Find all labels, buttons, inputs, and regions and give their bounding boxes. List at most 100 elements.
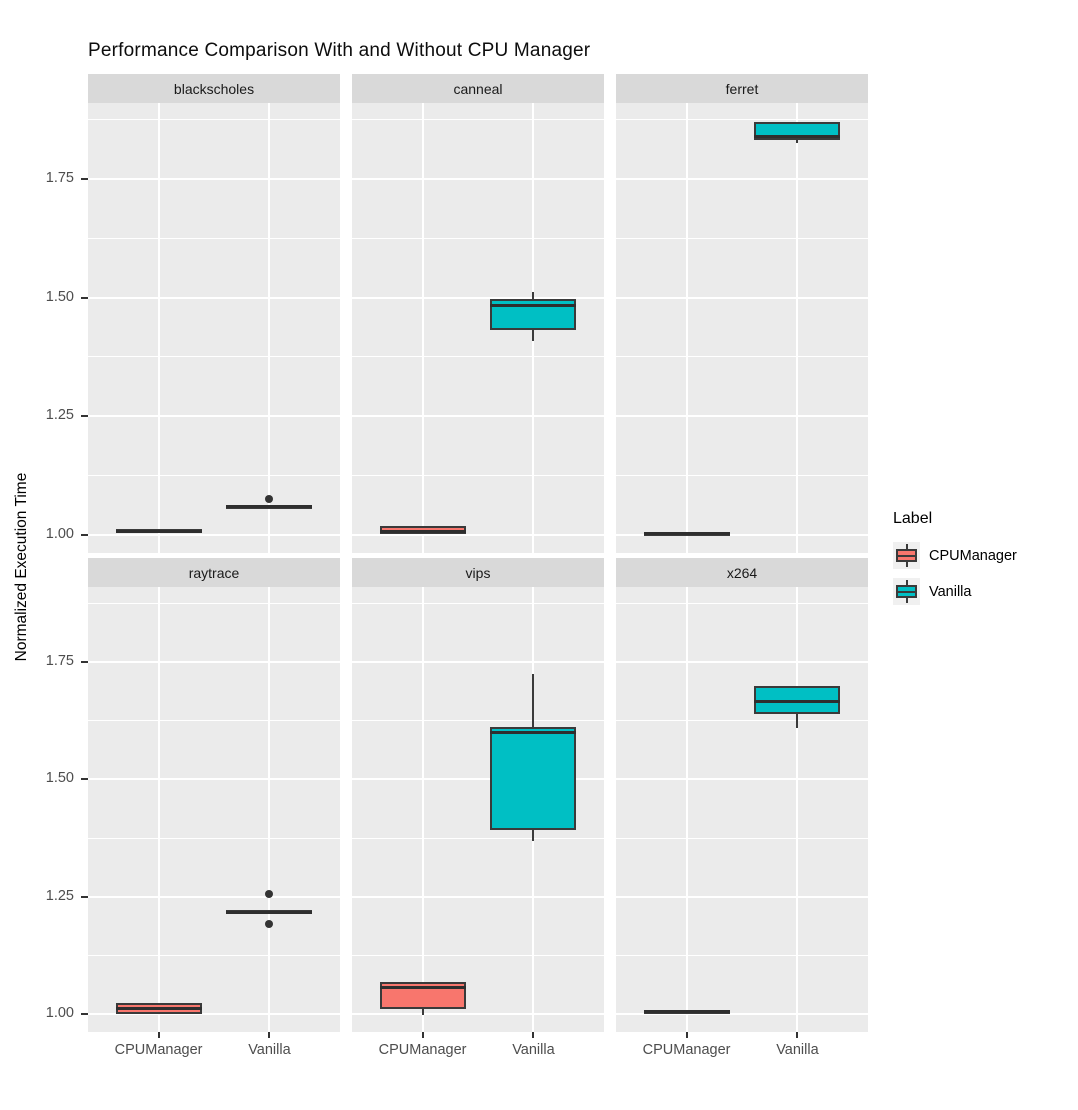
facet-strip-canneal: canneal	[352, 74, 604, 103]
gridline-minor	[616, 720, 868, 722]
facet-strip-vips: vips	[352, 558, 604, 587]
y-tick-mark	[81, 895, 88, 898]
gridline-major	[352, 778, 604, 781]
x-tick-label: Vanilla	[776, 1042, 819, 1058]
x-tick-label: CPUManager	[378, 1042, 467, 1058]
y-tick-mark	[81, 1013, 88, 1016]
gridline-major	[88, 778, 340, 781]
legend-title: Label	[893, 510, 933, 527]
gridline-major	[88, 415, 340, 418]
gridline-minor	[352, 475, 604, 477]
legend: Label CPUManager Vanilla	[893, 510, 1073, 614]
whisker-upper	[532, 292, 535, 300]
gridline-minor	[88, 475, 340, 477]
gridline-major	[352, 1013, 604, 1016]
legend-label: Vanilla	[929, 583, 972, 600]
facet-strip-x264: x264	[616, 558, 868, 587]
y-tick-mark	[81, 533, 88, 536]
gridline-major	[352, 895, 604, 898]
y-tick-mark	[81, 177, 88, 180]
gridline-minor	[88, 837, 340, 839]
gridline-major	[616, 1013, 868, 1016]
median-line	[490, 730, 577, 734]
median-line	[226, 504, 313, 508]
plot-title: Performance Comparison With and Without …	[88, 40, 591, 61]
x-tick-label: Vanilla	[248, 1042, 291, 1058]
outlier-point	[265, 920, 274, 929]
y-tick-label: 1.25	[45, 407, 74, 424]
key-median	[896, 554, 917, 557]
facet-strip-raytrace: raytrace	[88, 558, 340, 587]
gridline-minor	[616, 602, 868, 604]
gridline-vertical	[796, 587, 799, 1032]
gridline-minor	[88, 119, 340, 121]
y-tick-label: 1.50	[45, 288, 74, 305]
median-line	[643, 532, 730, 536]
x-tick-mark	[421, 1032, 424, 1038]
gridline-vertical	[157, 587, 160, 1032]
x-tick-label: CPUManager	[114, 1042, 203, 1058]
gridline-minor	[352, 954, 604, 956]
boxplot-key-icon	[893, 542, 920, 569]
gridline-major	[352, 661, 604, 664]
median-line	[754, 700, 841, 704]
y-tick-mark	[81, 661, 88, 664]
facet-panel-x264	[616, 587, 868, 1032]
gridline-minor	[88, 720, 340, 722]
median-line	[115, 529, 202, 533]
gridline-vertical	[796, 103, 799, 553]
boxplot-box-vanilla	[490, 726, 577, 830]
x-tick-mark	[157, 1032, 160, 1038]
gridline-minor	[616, 837, 868, 839]
x-tick-label: Vanilla	[512, 1042, 555, 1058]
gridline-vertical	[268, 587, 271, 1032]
gridline-vertical	[421, 587, 424, 1032]
facet-panel-raytrace	[88, 587, 340, 1032]
legend-entry-cpumanager: CPUManager	[893, 542, 1073, 569]
x-tick-mark	[268, 1032, 271, 1038]
y-tick-mark	[81, 778, 88, 781]
gridline-major	[88, 533, 340, 536]
whisker-upper	[532, 674, 535, 727]
gridline-minor	[88, 237, 340, 239]
x-tick-mark	[796, 1032, 799, 1038]
facet-panel-vips	[352, 587, 604, 1032]
gridline-major	[88, 177, 340, 180]
y-tick-label: 1.75	[45, 653, 74, 670]
facet-panel-canneal	[352, 103, 604, 553]
whisker-lower	[421, 1008, 424, 1016]
outlier-point	[265, 495, 274, 504]
gridline-minor	[616, 475, 868, 477]
median-line	[115, 1007, 202, 1011]
gridline-major	[88, 1013, 340, 1016]
x-tick-label: CPUManager	[642, 1042, 731, 1058]
key-median	[896, 590, 917, 593]
gridline-minor	[616, 119, 868, 121]
median-line	[379, 985, 466, 989]
outlier-point	[265, 890, 274, 899]
gridline-major	[352, 533, 604, 536]
gridline-major	[352, 177, 604, 180]
gridline-major	[616, 296, 868, 299]
gridline-minor	[352, 356, 604, 358]
whisker-lower	[796, 714, 799, 729]
gridline-vertical	[421, 103, 424, 553]
gridline-minor	[88, 356, 340, 358]
gridline-minor	[352, 720, 604, 722]
y-tick-label: 1.25	[45, 887, 74, 904]
whisker-lower	[532, 829, 535, 842]
gridline-major	[352, 296, 604, 299]
gridline-minor	[616, 237, 868, 239]
median-line	[226, 910, 313, 914]
gridline-major	[616, 895, 868, 898]
legend-label: CPUManager	[929, 547, 1017, 564]
gridline-major	[616, 177, 868, 180]
gridline-vertical	[685, 587, 688, 1032]
median-line	[490, 303, 577, 307]
gridline-minor	[352, 119, 604, 121]
gridline-vertical	[268, 103, 271, 553]
gridline-vertical	[685, 103, 688, 553]
gridline-minor	[616, 954, 868, 956]
median-line	[754, 135, 841, 139]
